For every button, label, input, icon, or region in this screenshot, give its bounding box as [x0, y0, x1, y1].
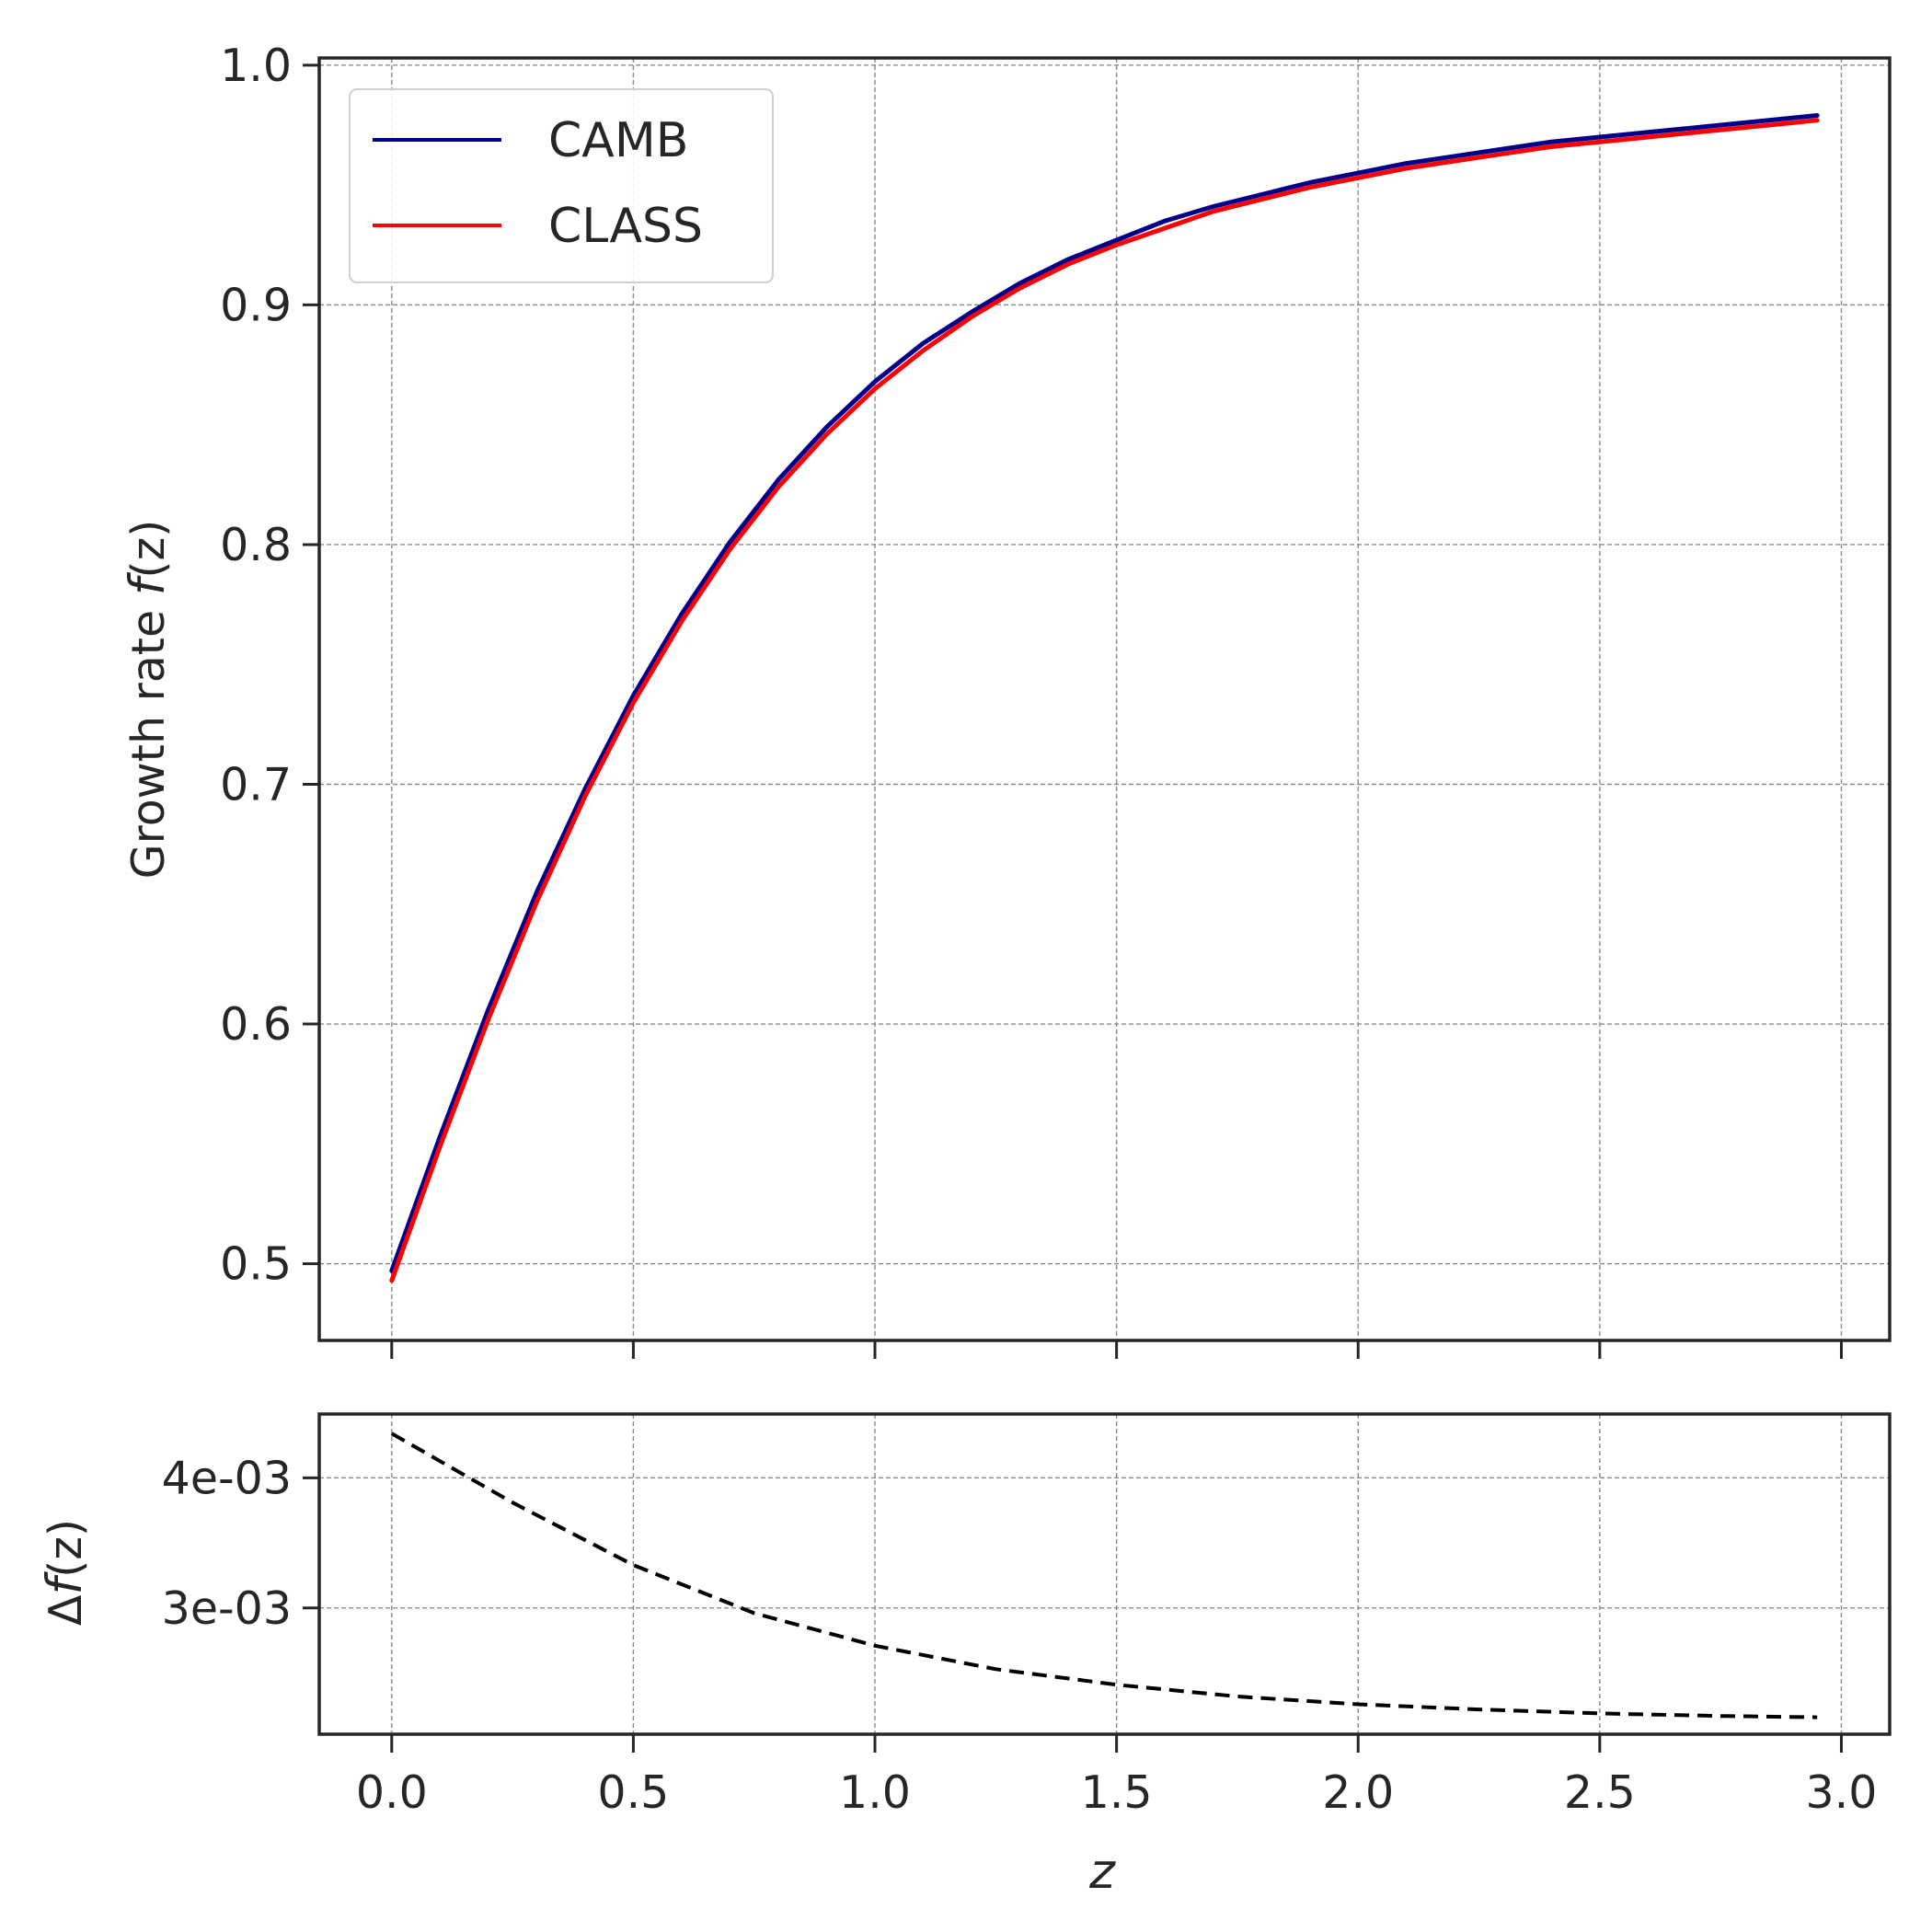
legend: CAMB CLASS [349, 88, 774, 283]
top-y-tick-label-2: 0.7 [220, 758, 292, 811]
top-y-axis-label: Growth rate f(z) [120, 520, 176, 880]
top-y-tick-label-4: 0.9 [220, 279, 292, 331]
top-plot-frame [317, 56, 1892, 1342]
x-axis-label: z [1088, 1844, 1116, 1900]
x-tick-label-4: 2.0 [1322, 1766, 1394, 1819]
series-line-class [389, 118, 1820, 1283]
series-line-camb [389, 113, 1820, 1273]
growth-rate-panel: 0.5 0.6 0.7 0.8 0.9 1.0 Growth rate f(z) CAMB… [120, 40, 1892, 1359]
top-y-tick-label-5: 1.0 [220, 40, 292, 92]
difference-panel: 0.0 0.5 1.0 1.5 2.0 2.5 3.0 3e-03 4e-03 Δf(z) z [37, 1412, 1892, 1900]
top-y-tick-label-0: 0.5 [220, 1238, 292, 1291]
bottom-y-tick-label-0: 3e-03 [162, 1582, 292, 1635]
bottom-y-axis-label: Δf(z) [37, 1519, 93, 1626]
x-tick-label-5: 2.5 [1564, 1766, 1636, 1819]
x-tick-label-3: 1.5 [1081, 1766, 1153, 1819]
bottom-grid [319, 1414, 1890, 1734]
top-ylabel-text: Growth rate [122, 595, 175, 879]
x-tick-label-2: 1.0 [839, 1766, 911, 1819]
top-series-lines [389, 113, 1820, 1283]
bottom-ylabel-tail: (z) [40, 1519, 92, 1578]
legend-box [349, 88, 774, 283]
bottom-ylabel-text: Δ [40, 1594, 92, 1626]
x-tick-label-0: 0.0 [356, 1766, 428, 1819]
top-ylabel-tail: (z) [122, 520, 175, 579]
legend-label-class: CLASS [548, 199, 703, 254]
legend-label-camb: CAMB [548, 113, 688, 168]
top-ticks: 0.5 0.6 0.7 0.8 0.9 1.0 [220, 40, 1843, 1359]
x-tick-label-6: 3.0 [1806, 1766, 1878, 1819]
bottom-y-tick-label-1: 4e-03 [162, 1452, 292, 1504]
bottom-plot-frame [317, 1412, 1892, 1736]
top-y-tick-label-3: 0.8 [220, 519, 292, 571]
top-y-tick-label-1: 0.6 [220, 998, 292, 1051]
x-tick-label-1: 0.5 [597, 1766, 669, 1819]
bottom-ticks: 0.0 0.5 1.0 1.5 2.0 2.5 3.0 3e-03 4e-03 [162, 1452, 1878, 1819]
